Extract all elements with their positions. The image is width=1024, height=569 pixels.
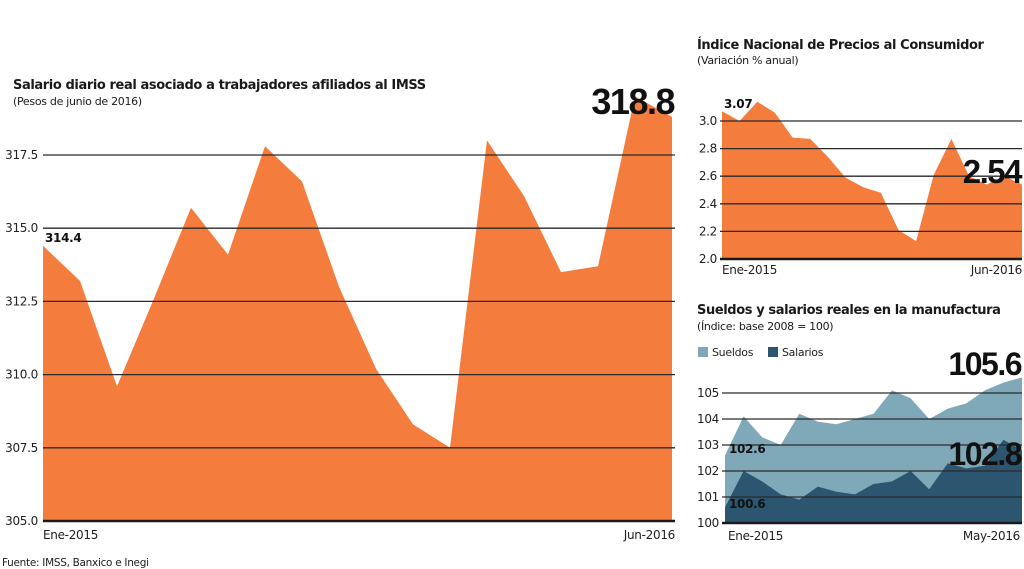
inpc-chart: Índice Nacional de Precios al Consumidor… [697, 37, 1024, 277]
salario-y-tick-label: 307.5 [5, 441, 38, 455]
salario-chart-title: Salario diario real asociado a trabajado… [13, 78, 426, 93]
salario-first-value-label: 314.4 [45, 231, 81, 245]
inpc-y-tick-label: 2.6 [699, 169, 717, 183]
inpc-y-ticks: 2.0 2.2 2.4 2.6 2.8 3.0 [699, 114, 717, 266]
salario-y-tick-label: 312.5 [5, 294, 38, 308]
salario-y-tick-label: 317.5 [5, 148, 38, 162]
inpc-first-value-label: 3.07 [724, 97, 752, 111]
inpc-last-value-label: 2.54 [963, 153, 1023, 190]
salarios-last-value-label: 102.8 [948, 436, 1021, 472]
inpc-chart-title: Índice Nacional de Precios al Consumidor [697, 37, 985, 53]
manufactura-x-label-start: Ene-2015 [728, 529, 783, 543]
inpc-y-tick-label: 2.4 [699, 197, 717, 211]
salario-y-tick-label: 310.0 [5, 368, 38, 382]
inpc-area-inpc [722, 101, 1022, 259]
sueldos-last-value-label: 105.6 [948, 346, 1021, 382]
source-note: Fuente: IMSS, Banxico e Inegi [2, 557, 149, 569]
manufactura-area-salarios [725, 439, 1022, 523]
inpc-y-tick-label: 3.0 [699, 114, 717, 128]
salario-x-label-start: Ene-2015 [43, 528, 98, 542]
manufactura-y-tick-label: 104 [697, 412, 719, 426]
legend-swatch-salarios [768, 347, 778, 357]
manufactura-areas [725, 377, 1022, 523]
salario-y-ticks: 305.0 307.5 310.0 312.5 315.0 317.5 [5, 148, 38, 528]
manufactura-y-tick-label: 105 [697, 386, 719, 400]
manufactura-gridlines [722, 392, 1022, 498]
inpc-gridlines [720, 120, 1022, 233]
manufactura-chart-title: Sueldos y salarios reales en la manufact… [697, 303, 1001, 318]
salarios-first-value-label: 100.6 [729, 497, 765, 511]
legend-swatch-sueldos [698, 347, 708, 357]
legend-label-salarios: Salarios [782, 346, 824, 359]
salario-y-tick-label: 305.0 [5, 514, 38, 528]
manufactura-chart-subtitle: (Índice: base 2008 = 100) [697, 320, 833, 333]
salario-x-label-end: Jun-2016 [623, 528, 675, 542]
inpc-chart-subtitle: (Variación % anual) [697, 54, 798, 67]
salario-area-salario-diario-real [43, 96, 672, 522]
sueldos-first-value-label: 102.6 [729, 442, 765, 456]
manufactura-y-tick-label: 100 [697, 516, 719, 530]
inpc-x-label-start: Ene-2015 [722, 263, 777, 277]
inpc-x-label-end: Jun-2016 [970, 263, 1022, 277]
salario-chart-subtitle: (Pesos de junio de 2016) [13, 95, 142, 108]
inpc-y-tick-label: 2.2 [699, 224, 717, 238]
inpc-area [722, 101, 1022, 259]
manufactura-y-ticks: 100 101 102 103 104 105 [697, 386, 719, 530]
legend-label-sueldos: Sueldos [712, 346, 754, 359]
manufactura-x-label-end: May-2016 [963, 529, 1020, 543]
manufactura-y-tick-label: 103 [697, 438, 719, 452]
manufactura-legend: Sueldos Salarios [698, 346, 824, 359]
inpc-y-tick-label: 2.8 [699, 142, 717, 156]
inpc-y-tick-label: 2.0 [699, 252, 717, 266]
salario-area [43, 96, 672, 522]
salario-y-tick-label: 315.0 [5, 221, 38, 235]
manufactura-y-tick-label: 101 [697, 490, 719, 504]
manufactura-chart: Sueldos y salarios reales en la manufact… [697, 303, 1023, 543]
salario-last-value-label: 318.8 [591, 81, 674, 122]
salario-chart: Salario diario real asociado a trabajado… [5, 78, 676, 542]
manufactura-y-tick-label: 102 [697, 464, 719, 478]
salario-gridlines [43, 154, 675, 449]
